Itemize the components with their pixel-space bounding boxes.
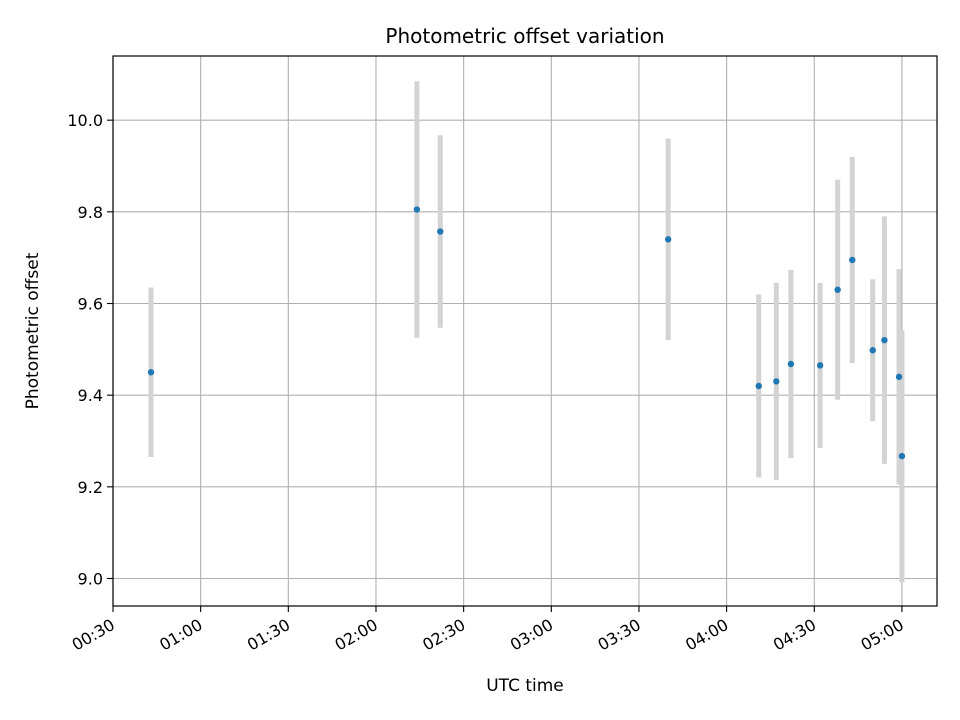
x-tick-label: 04:00 [682, 615, 731, 655]
x-tick-label: 04:30 [770, 615, 819, 655]
plot-frame [112, 55, 938, 607]
data-points [147, 206, 906, 460]
data-point [881, 336, 888, 344]
data-point [787, 360, 795, 368]
y-tick-label: 9.2 [78, 478, 103, 497]
data-point [755, 382, 762, 390]
data-point [895, 373, 903, 381]
x-axis-ticks: 00:30 01:00 01:30 02:00 02:30 03:00 03:30 04:00… [69, 606, 907, 655]
y-tick-label: 9.0 [78, 570, 103, 589]
x-tick-label: 02:00 [332, 615, 381, 655]
y-tick-label: 9.8 [78, 203, 103, 222]
data-point [437, 228, 444, 235]
data-point [816, 362, 824, 369]
y-axis-ticks: 9.0 9.2 9.4 9.6 9.8 10.0 [67, 111, 113, 589]
data-point [773, 378, 780, 385]
error-bars [148, 81, 905, 583]
data-point [834, 286, 841, 293]
x-tick-label: 01:30 [244, 615, 293, 655]
x-tick-label: 03:30 [595, 615, 644, 655]
x-tick-label: 05:00 [858, 615, 907, 655]
x-tick-label: 00:30 [69, 615, 118, 655]
data-point [664, 236, 672, 243]
data-point [413, 206, 421, 213]
y-tick-label: 9.4 [78, 386, 103, 405]
grid-lines [112, 56, 937, 606]
chart-title: Photometric offset variation [385, 24, 664, 48]
x-tick-label: 02:30 [419, 615, 468, 655]
y-tick-label: 10.0 [67, 111, 103, 130]
x-axis-label: UTC time [486, 676, 564, 696]
x-tick-label: 03:00 [507, 615, 556, 655]
y-tick-label: 9.6 [78, 295, 103, 314]
data-point [849, 256, 856, 264]
x-tick-label: 01:00 [156, 615, 205, 655]
data-point [869, 347, 876, 354]
y-axis-label: Photometric offset [23, 252, 43, 409]
data-point [147, 369, 155, 376]
data-point [898, 452, 906, 460]
